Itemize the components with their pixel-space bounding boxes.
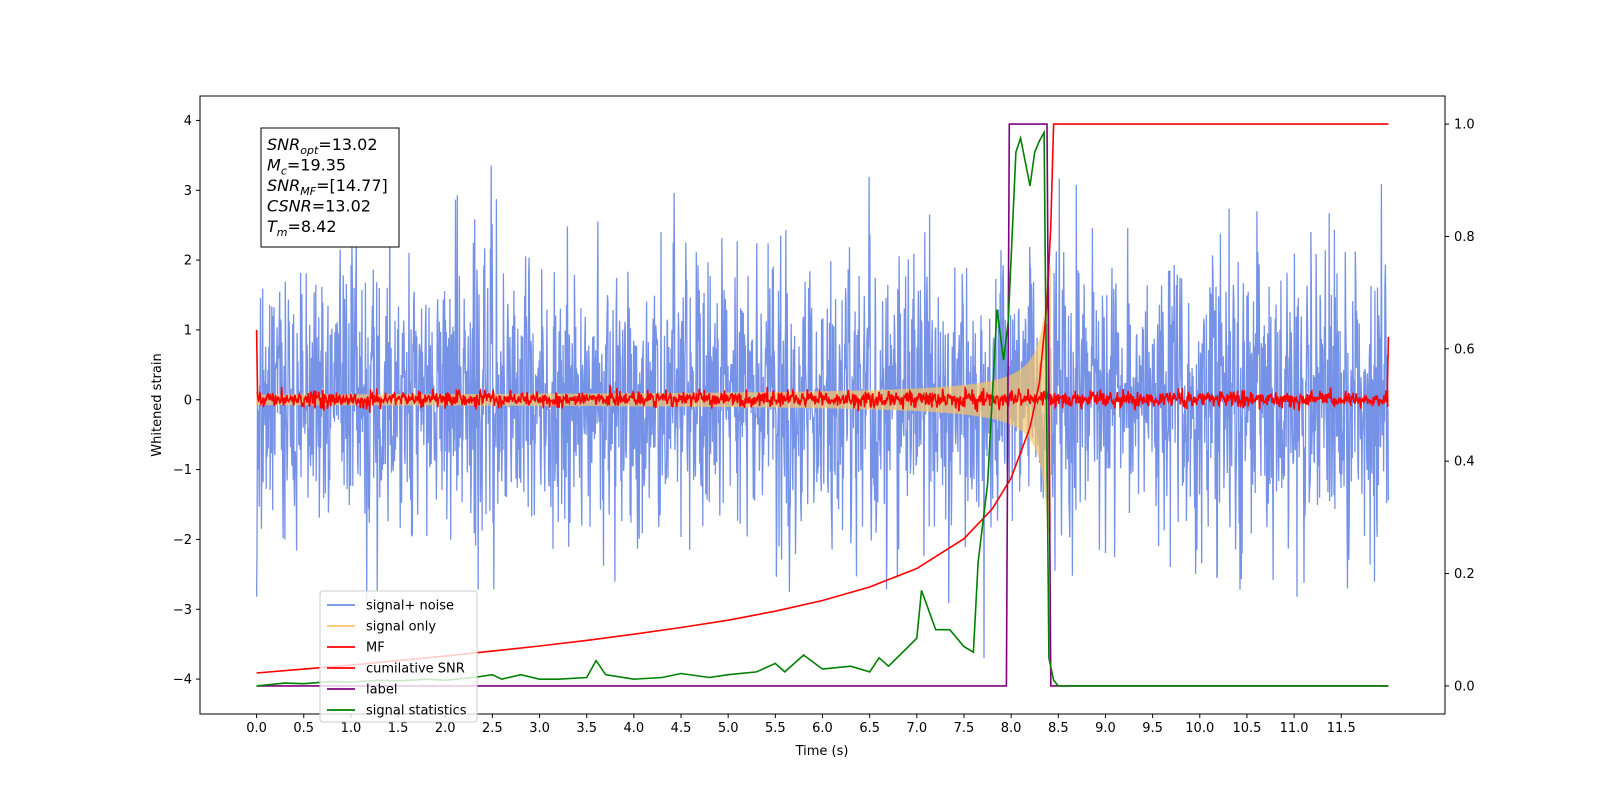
x-tick-label: 8.0 — [1001, 721, 1022, 736]
legend-item-signal-only: signal only — [327, 620, 436, 635]
y-tick-label: 0 — [184, 393, 192, 408]
x-tick-label: 0.0 — [246, 721, 267, 736]
legend-item-cumilative-snr: cumilative SNR — [327, 662, 465, 677]
x-tick-label: 1.5 — [388, 721, 409, 736]
y2-tick-label: 0.6 — [1454, 342, 1475, 357]
y2-axis-ticks: 1.0 0.8 0.6 0.4 0.2 0.0 — [1445, 118, 1475, 694]
x-tick-label: 11.0 — [1280, 721, 1309, 736]
legend-item-label: label — [327, 683, 397, 698]
annotation-line: Tm=8.42 — [267, 217, 337, 239]
y-tick-label: 2 — [184, 254, 192, 269]
x-tick-label: 6.5 — [859, 721, 880, 736]
legend-label: cumilative SNR — [366, 662, 465, 677]
y2-tick-label: 0.2 — [1454, 567, 1475, 582]
x-tick-label: 6.0 — [812, 721, 833, 736]
y-tick-label: 4 — [184, 114, 192, 129]
y2-tick-label: 0.4 — [1454, 455, 1475, 470]
y-tick-label: 3 — [184, 184, 192, 199]
y-tick-label: −1 — [173, 463, 192, 478]
x-tick-label: 10.5 — [1232, 721, 1261, 736]
y-axis-ticks: 4 3 2 1 0 −1 −2 −3 −4 — [173, 114, 200, 688]
x-axis-ticks: 0.0 0.5 1.0 1.5 2.0 2.5 3.0 3.5 4.0 4.5 5.0 5.5 6.0 6… — [246, 714, 1356, 736]
legend-item-mf: MF — [327, 641, 385, 656]
x-tick-label: 3.5 — [576, 721, 597, 736]
x-tick-label: 7.0 — [906, 721, 927, 736]
y-tick-label: −4 — [173, 673, 192, 688]
x-tick-label: 10.0 — [1185, 721, 1214, 736]
annotation-box: SNRopt=13.02Mc=19.35SNRMF=[14.77]CSNR=13… — [260, 127, 400, 248]
legend-label: label — [366, 683, 397, 698]
x-tick-label: 0.5 — [293, 721, 314, 736]
x-tick-label: 5.0 — [718, 721, 739, 736]
y2-tick-label: 0.8 — [1454, 230, 1475, 245]
y-tick-label: −3 — [173, 603, 192, 618]
x-tick-label: 9.5 — [1142, 721, 1163, 736]
x-tick-label: 2.5 — [482, 721, 503, 736]
x-tick-label: 2.0 — [435, 721, 456, 736]
legend-item-signal-statistics: signal statistics — [327, 704, 467, 719]
y-tick-label: 1 — [184, 323, 192, 338]
x-tick-label: 5.5 — [765, 721, 786, 736]
mf-line — [255, 329, 1390, 413]
x-tick-label: 8.5 — [1048, 721, 1069, 736]
y2-tick-label: 0.0 — [1454, 679, 1475, 694]
x-axis-label: Time (s) — [795, 744, 849, 759]
legend-label: signal+ noise — [366, 599, 454, 614]
legend: signal+ noise signal only MF cumilative SNR… — [319, 590, 478, 723]
legend-label: MF — [366, 641, 385, 656]
y-axis-label: Whitened strain — [150, 353, 165, 456]
annotation-line: SNRopt=13.02 — [267, 135, 378, 157]
x-tick-label: 1.0 — [341, 721, 362, 736]
y-tick-label: −2 — [173, 533, 192, 548]
x-tick-label: 3.0 — [529, 721, 550, 736]
x-tick-label: 7.5 — [954, 721, 975, 736]
x-tick-label: 9.0 — [1095, 721, 1116, 736]
legend-item-signal-noise: signal+ noise — [327, 599, 454, 614]
x-tick-label: 11.5 — [1327, 721, 1356, 736]
series-mf — [255, 329, 1390, 413]
x-tick-label: 4.5 — [671, 721, 692, 736]
annotation-line: CSNR=13.02 — [267, 197, 371, 216]
legend-label: signal only — [366, 620, 436, 635]
y2-tick-label: 1.0 — [1454, 118, 1475, 133]
annotation-line: SNRMF=[14.77] — [267, 176, 388, 198]
annotation-line: Mc=19.35 — [267, 156, 346, 178]
legend-label: signal statistics — [366, 704, 467, 719]
x-tick-label: 4.0 — [624, 721, 645, 736]
